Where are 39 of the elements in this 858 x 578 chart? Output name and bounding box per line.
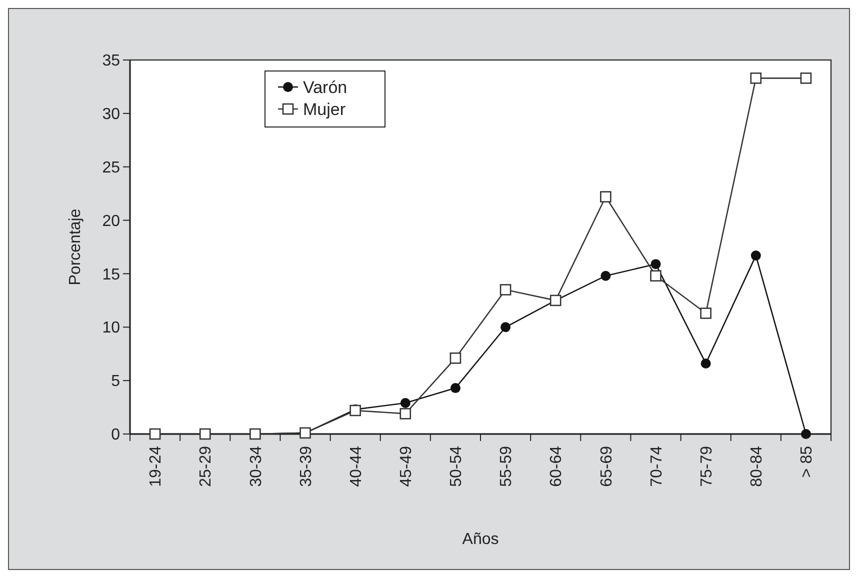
point (650, 270, 662, 282)
y-tick-label: 20 (102, 212, 120, 230)
y-tick-label: 5 (111, 373, 120, 390)
x-tick-label: 75-79 (698, 446, 716, 487)
x-tick-label: 25-29 (198, 446, 215, 487)
x-tick-label: 55-59 (498, 446, 516, 487)
x-tick-label: 80-84 (748, 446, 766, 487)
x-tick-label: 40-44 (348, 446, 365, 487)
y-tick-label: 0 (111, 426, 120, 444)
legend-label: Mujer (303, 100, 346, 119)
point (400, 408, 412, 420)
point (800, 429, 811, 439)
point (450, 383, 460, 394)
y-axis-title: Porcentaje (67, 208, 84, 286)
point (650, 259, 661, 270)
x-tick-label: 60-64 (548, 446, 566, 487)
y-tick-label: 35 (102, 52, 120, 70)
x-tick-label: > 85 (798, 446, 816, 478)
x-tick-label: 45-49 (398, 446, 415, 487)
x-axis-title: Años (462, 531, 499, 548)
point (600, 270, 611, 281)
x-tick-label: 35-39 (298, 446, 315, 487)
point (500, 322, 511, 332)
y-tick-label: 10 (102, 320, 120, 337)
y-tick-label: 15 (102, 266, 120, 284)
x-tick-label: 50-54 (448, 446, 466, 487)
x-tick-label: 70-74 (648, 446, 666, 487)
point (450, 352, 462, 364)
x-tick-label: 19-24 (148, 446, 165, 487)
x-tick-label: 30-34 (248, 446, 265, 487)
point (750, 250, 761, 261)
y-tick-label: 30 (102, 106, 120, 124)
legend-label: Varón (303, 78, 348, 97)
point (500, 284, 512, 296)
point (400, 398, 410, 408)
y-tick-label: 25 (102, 159, 120, 176)
point (750, 72, 762, 84)
x-tick-label: 65-69 (598, 446, 616, 487)
point (700, 358, 711, 368)
